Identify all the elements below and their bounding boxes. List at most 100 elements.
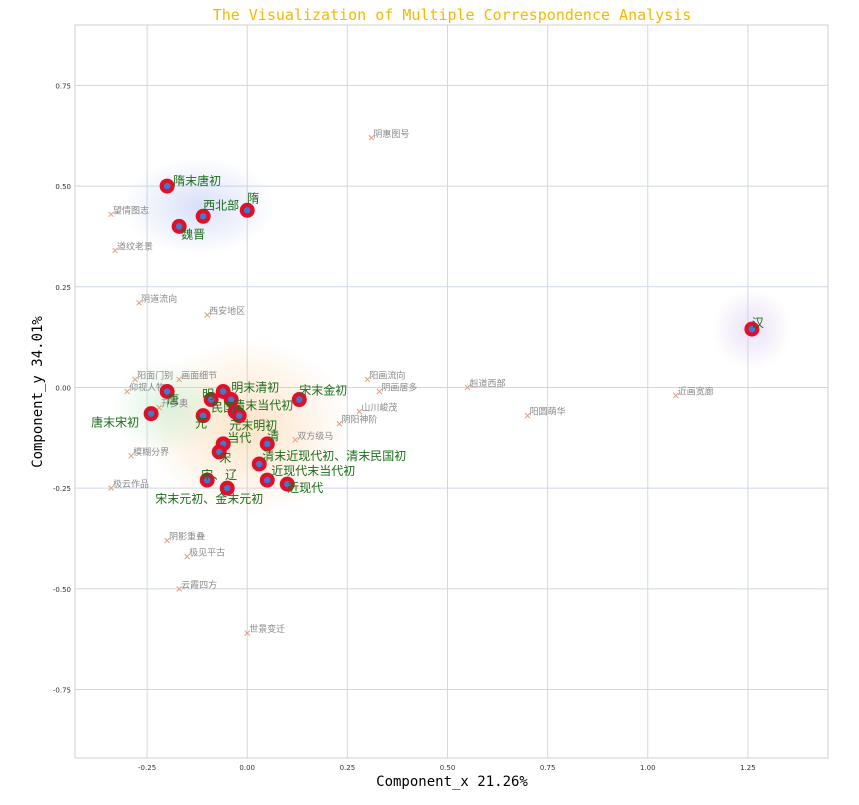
tick-labels: -0.25 0.00 0.25 0.50 0.75 1.00 1.25 0.75 0.50 0.2… [53,82,756,772]
keyword-label: 世景变迁 [249,623,285,635]
keyword-marker [524,412,531,419]
keyword-marker [176,376,182,383]
category-label: 元末明初 [229,419,277,433]
y-tick-label: -0.25 [53,485,71,493]
category-point-center [219,388,227,395]
category-point-center [163,182,171,190]
keyword-label: 阳画流向 [369,369,405,381]
keyword-label: 阴影重叠 [169,531,205,543]
y-tick-label: -0.50 [53,586,71,594]
category-point-center [215,448,223,456]
x-tick-label: 1.00 [640,764,656,772]
category-point-center [199,412,207,419]
keyword-marker [132,376,138,383]
keyword-label: 山川峻茂 [361,402,397,414]
keyword-label: 阳面门别 [137,369,173,381]
category-label: 宋末元初、金末元初 [155,491,263,506]
category-point-center [256,460,263,468]
keyword-marker [108,485,114,492]
category-point-center [147,410,155,417]
cluster-halo [111,359,224,456]
y-tick-label: 0.75 [55,82,71,90]
keyword-marker [356,408,363,415]
category-label: 明末清初 [231,381,279,395]
keyword-marker [136,300,142,306]
category-label: 民国 [211,401,235,415]
keyword-marker [184,553,191,560]
x-axis-label: Component_x 21.26% [376,774,528,790]
keyword-label: 西安地区 [209,305,245,317]
y-tick-label: 0.25 [55,284,71,292]
keyword-marker [464,384,471,391]
x-tick-label: 0.25 [340,764,356,772]
x-tick-label: 1.25 [740,764,756,772]
category-point-center [244,207,251,214]
category-point-center [236,412,243,419]
category-label: 明 [202,388,214,402]
category-point-center [224,484,231,492]
category-point-center [203,476,211,484]
keyword-marker [124,388,130,395]
keyword-marker [164,537,170,544]
keyword-marker [364,376,371,383]
keyword-label: 极云作品 [113,478,149,490]
category-label: 元 [195,417,207,431]
keyword-label: 道纹老景 [117,241,153,253]
category-label: 近现代 [287,481,323,495]
category-point-center [207,396,215,403]
category-point-center [748,325,756,333]
plot-frame [74,24,829,759]
keyword-label: 阴惠图号 [373,128,409,140]
category-point-center [264,440,271,448]
category-label: 魏晋 [181,226,205,241]
category-label: 唐 [167,392,179,407]
keyword-label: 赳道西部 [470,377,506,389]
cluster-halos [111,157,792,517]
keyword-marker [204,312,211,318]
keyword-marker [292,436,299,443]
keyword-marker [108,211,114,218]
keyword-label: 阳圆萌华 [530,406,566,418]
keyword-label: 模糊分界 [133,446,169,458]
category-label: 宋末金初 [299,383,347,398]
keyword-marker [244,630,251,637]
category-points: 隋末唐初西北部隋魏晋汉宋末金初明末清初唐 明民国清末当代初元末明初元唐末宋初当代清… [91,173,764,506]
x-tick-label: 0.50 [440,764,456,772]
keyword-marker [368,134,375,141]
keyword-label: 画面细节 [181,369,217,381]
category-label: 隋 [247,191,259,205]
keyword-label: 阴画居多 [381,382,417,394]
category-label: 近现代末当代初 [271,464,355,478]
category-label: 宋、辽 [201,467,237,482]
category-label: 宋 [219,450,231,465]
keyword-label: 近画宽廊 [678,386,714,398]
keyword-marker [672,392,679,399]
keyword-marker [176,585,182,592]
keyword-marker [128,453,134,459]
keyword-label: 仰视人物 [129,382,165,394]
y-tick-label: 0.50 [55,183,71,191]
category-label: 清末近现代初、清末民国初 [262,449,406,463]
keyword-marker [376,388,383,395]
chart-title: The Visualization of Multiple Correspond… [213,6,692,24]
keyword-marker [336,420,343,427]
category-label: 清 [267,429,279,443]
x-tick-label: 0.75 [540,764,556,772]
keyword-label: 望情图志 [113,204,149,216]
category-label: 唐末宋初 [91,415,139,430]
keyword-marker [156,404,162,411]
category-point-center [284,480,291,488]
category-point-center [199,213,207,220]
category-point-center [264,476,271,484]
keyword-marker [112,247,118,254]
x-tick-label: -0.25 [138,764,156,772]
keyword-label: 云霞四方 [181,579,217,591]
keyword-label: 阴道流向 [141,293,177,305]
category-label: 隋末唐初 [173,173,221,188]
category-point-center [296,396,303,403]
keyword-label: 开多奥 [161,398,188,410]
keyword-label: 阴阳神阶 [341,414,377,426]
category-point-center [175,223,183,230]
